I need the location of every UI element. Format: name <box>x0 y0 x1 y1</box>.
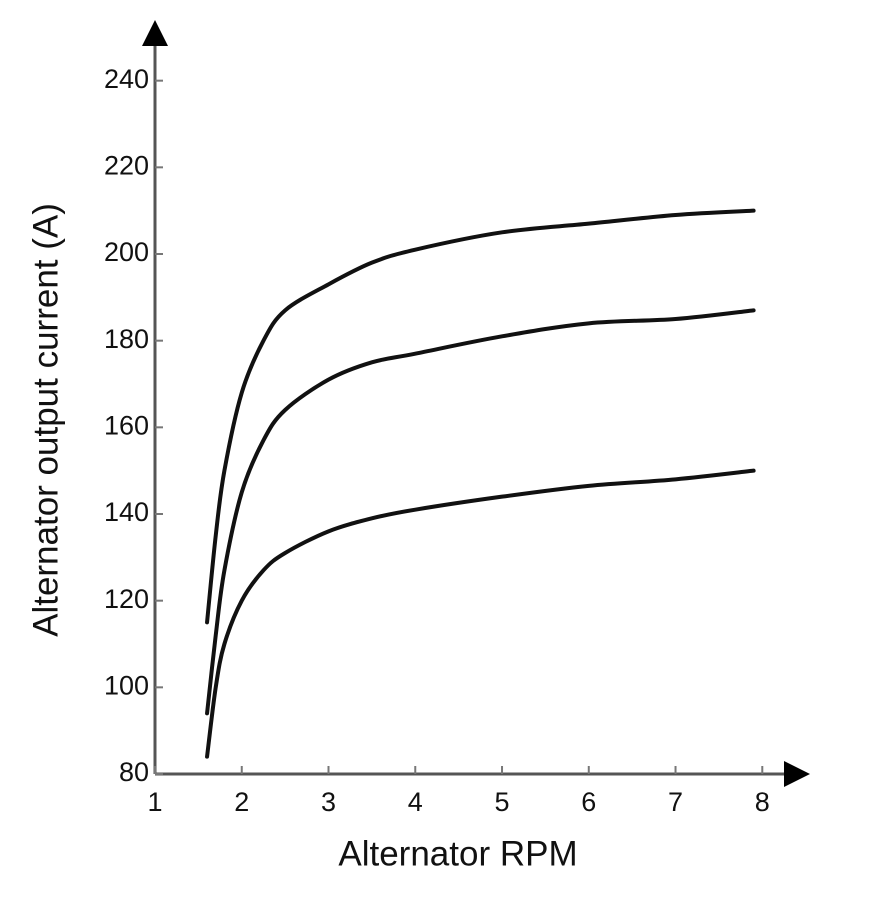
y-tick-label: 220 <box>104 150 149 180</box>
x-tick-label: 4 <box>408 787 423 817</box>
y-tick-label: 80 <box>119 757 149 787</box>
x-tick-label: 3 <box>321 787 336 817</box>
y-tick-label: 240 <box>104 64 149 94</box>
y-tick-label: 160 <box>104 410 149 440</box>
line-series <box>205 468 756 759</box>
y-axis-label: Alternator output current (A) <box>26 203 65 637</box>
x-tick-label: 5 <box>495 787 510 817</box>
x-tick-label: 7 <box>668 787 683 817</box>
y-tick-label: 100 <box>104 670 149 700</box>
x-axis-label: Alternator RPM <box>338 834 577 873</box>
y-tick-label: 200 <box>104 237 149 267</box>
x-tick-label: 2 <box>234 787 249 817</box>
line-series <box>205 208 756 625</box>
x-tick-label: 8 <box>755 787 770 817</box>
line-series <box>205 308 756 716</box>
y-tick-label: 180 <box>104 324 149 354</box>
x-axis-arrow <box>784 761 810 787</box>
x-tick-label: 6 <box>581 787 596 817</box>
y-axis-arrow <box>142 20 168 46</box>
x-tick-label: 1 <box>147 787 162 817</box>
y-tick-label: 140 <box>104 497 149 527</box>
y-tick-label: 120 <box>104 584 149 614</box>
